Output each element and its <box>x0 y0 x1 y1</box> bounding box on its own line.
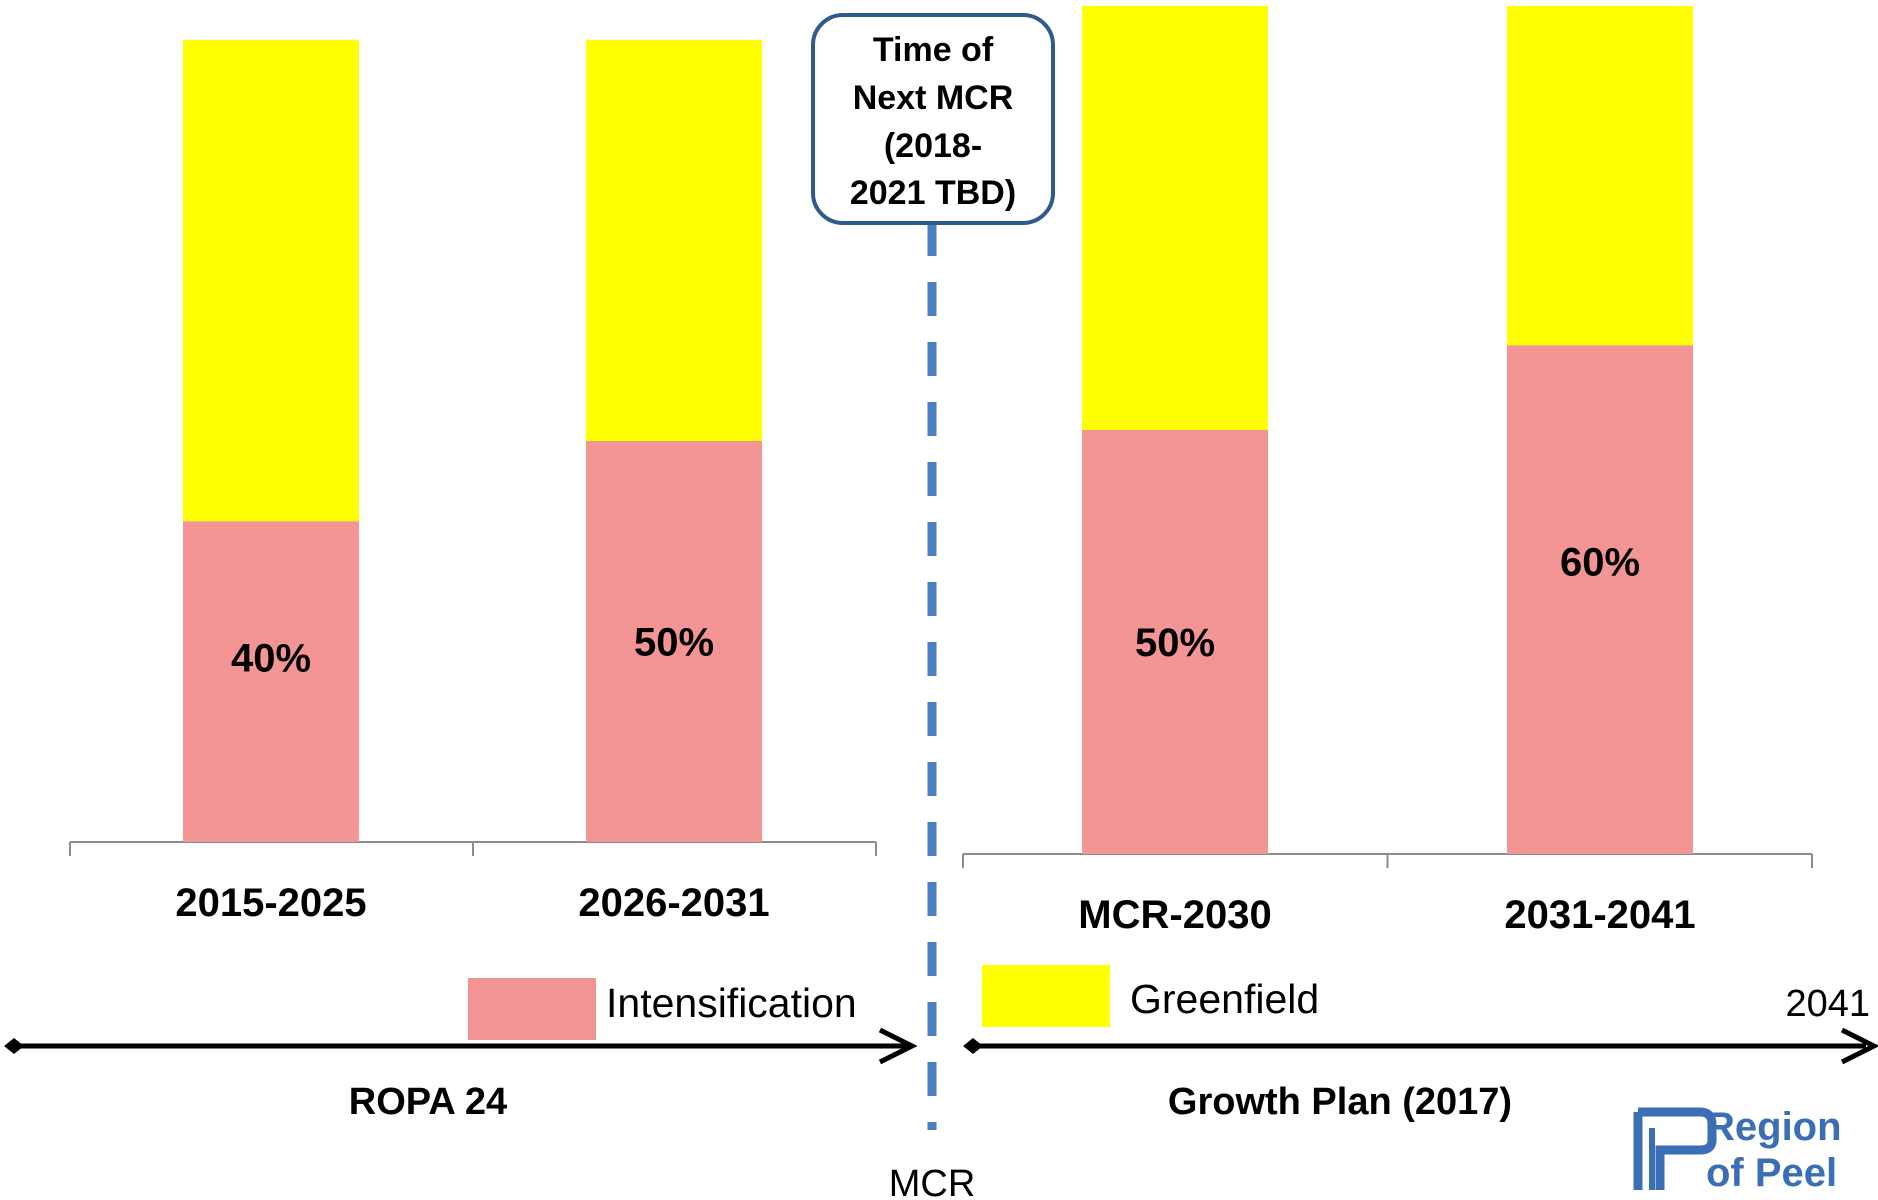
logo-text-region: Region <box>1706 1105 1842 1149</box>
callout-line-2: Next MCR <box>853 79 1014 117</box>
timeline-arrow-growth-start-icon <box>963 1038 983 1054</box>
bar-greenfield-2026-2031 <box>586 40 762 441</box>
bar-intensification-mcr-2030 <box>1082 430 1268 854</box>
timeline-arrow-growth-end-icon <box>1840 1027 1878 1065</box>
legend-label-greenfield: Greenfield <box>1130 976 1319 1022</box>
timeline-end-year: 2041 <box>1785 983 1870 1025</box>
chart-panel-growth-plan: 50% MCR-2030 60% 2031-2041 <box>962 6 1813 937</box>
legend-swatch-greenfield <box>982 965 1110 1027</box>
callout-line-1: Time of <box>873 31 994 69</box>
bar-intensification-2015-2025 <box>183 521 359 842</box>
next-mcr-callout-box <box>811 13 1055 225</box>
timeline-arrow-ropa-start-icon <box>4 1038 24 1054</box>
callout-line-4: 2021 TBD) <box>850 174 1016 212</box>
next-mcr-callout: Time of Next MCR (2018- 2021 TBD) <box>811 13 1055 225</box>
data-label-2015-2025: 40% <box>231 637 311 681</box>
chart-legend: Intensification Greenfield <box>468 965 1319 1040</box>
timeline-label-ropa: ROPA 24 <box>349 1081 507 1123</box>
data-label-mcr-2030: 50% <box>1135 621 1215 665</box>
timeline: ROPA 24 Growth Plan (2017) 2041 MCR <box>4 983 1878 1200</box>
category-label-2031-2041: 2031-2041 <box>1504 893 1695 937</box>
region-of-peel-logo-icon <box>1633 1107 1717 1190</box>
category-label-2015-2025: 2015-2025 <box>175 881 366 925</box>
bar-greenfield-2015-2025 <box>183 40 359 522</box>
bar-greenfield-mcr-2030 <box>1082 6 1268 430</box>
legend-label-intensification: Intensification <box>606 980 857 1026</box>
category-label-2026-2031: 2026-2031 <box>578 881 769 925</box>
data-label-2031-2041: 60% <box>1560 541 1640 585</box>
chart-panel-ropa: 40% 2015-2025 50% 2026-2031 <box>69 40 877 925</box>
category-label-mcr-2030: MCR-2030 <box>1078 893 1271 937</box>
mcr-divider-label: MCR <box>889 1163 976 1200</box>
region-of-peel-logo: Region of Peel <box>1633 1105 1842 1195</box>
timeline-arrow-ropa-end-icon <box>878 1027 918 1065</box>
logo-text-of-peel: of Peel <box>1706 1151 1837 1195</box>
bar-intensification-2031-2041 <box>1507 345 1693 854</box>
bar-greenfield-2031-2041 <box>1507 6 1693 346</box>
legend-swatch-intensification <box>468 978 596 1040</box>
timeline-label-growth-plan: Growth Plan (2017) <box>1168 1081 1512 1123</box>
callout-line-3: (2018- <box>884 127 982 165</box>
bar-intensification-2026-2031 <box>586 441 762 842</box>
data-label-2026-2031: 50% <box>634 621 714 665</box>
